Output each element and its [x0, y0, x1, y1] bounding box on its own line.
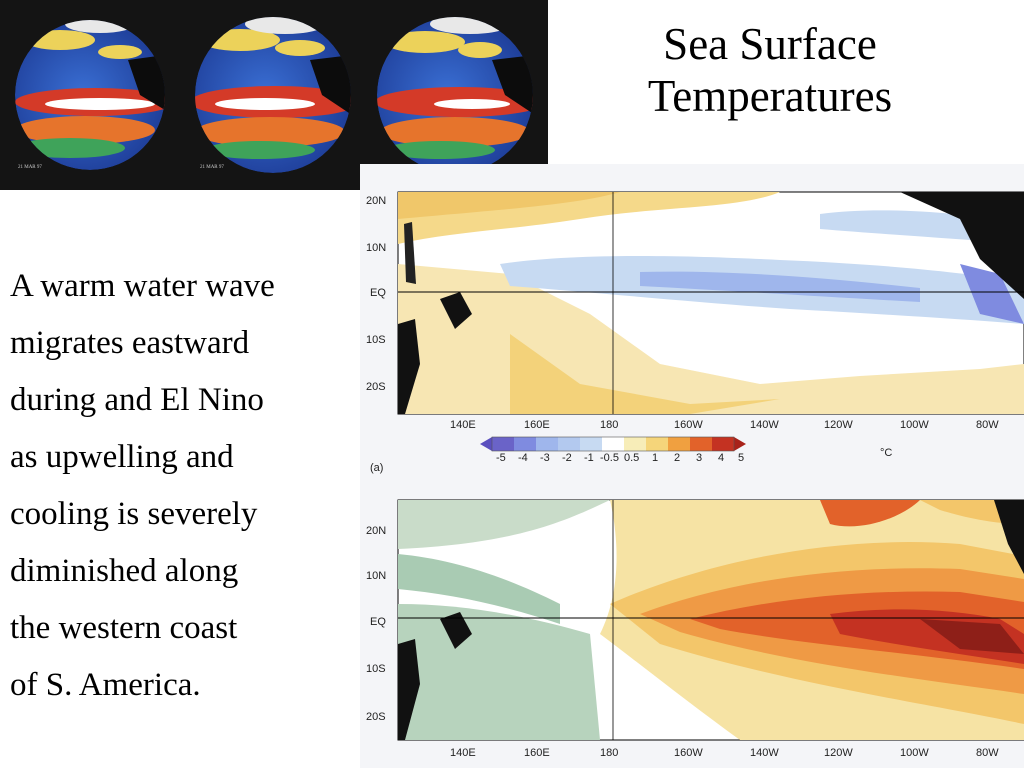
lon-label: 160E — [524, 419, 550, 431]
map-panel-b: 20N 10N EQ 10S 20S 140E 160E 180 160W 14… — [366, 499, 1024, 759]
globe-2-caption: 21 MAR 97 — [200, 165, 224, 170]
colorbar-tick: -5 — [496, 452, 506, 464]
colorbar-tick: -2 — [562, 452, 572, 464]
lat-label: 10N — [366, 242, 386, 254]
body-line: the western coast — [10, 610, 238, 646]
lat-label: EQ — [370, 616, 386, 628]
title-line: Sea Surface — [663, 19, 877, 69]
sst-maps: 20N 10N EQ 10S 20S 140E 160E 180 160W 14… — [360, 164, 1024, 768]
colorbar-tick: 0.5 — [624, 452, 639, 464]
lon-label: 140W — [750, 747, 779, 759]
lat-label: 10S — [366, 334, 386, 346]
lon-label: 180 — [600, 747, 618, 759]
colorbar-tick: -3 — [540, 452, 550, 464]
lat-label: 20S — [366, 711, 386, 723]
globes-image: 21 MAR 97 21 MAR 97 06 APR 97 — [0, 0, 548, 190]
lon-label: 100W — [900, 747, 929, 759]
colorbar-tick: 1 — [652, 452, 658, 464]
title-line: Temperatures — [647, 71, 893, 121]
body-line: of S. America. — [10, 667, 201, 703]
lat-label: 20N — [366, 195, 386, 207]
lon-label: 80W — [976, 747, 999, 759]
lon-label: 120W — [824, 747, 853, 759]
lat-label: 20S — [366, 381, 386, 393]
lon-label: 140E — [450, 419, 476, 431]
lon-label: 160W — [674, 747, 703, 759]
colorbar-tick: -0.5 — [600, 452, 619, 464]
lat-label: 10S — [366, 663, 386, 675]
body-line: diminished along — [10, 553, 239, 589]
colorbar-tick: 2 — [674, 452, 680, 464]
lat-label: EQ — [370, 287, 386, 299]
map-panel-a: 20N 10N EQ 10S 20S 140E 160E 180 160W 14… — [366, 191, 1024, 431]
lon-label: 140W — [750, 419, 779, 431]
globe-3 — [377, 17, 533, 173]
body-line: as upwelling and — [10, 439, 234, 475]
globe-1-caption: 21 MAR 97 — [18, 165, 42, 170]
body-line: during and El Nino — [10, 382, 264, 418]
colorbar-tick: -1 — [584, 452, 594, 464]
slide-body: A warm water wave migrates eastward duri… — [10, 258, 350, 714]
lon-label: 120W — [824, 419, 853, 431]
colorbar-tick: 3 — [696, 452, 702, 464]
colorbar-unit: °C — [880, 447, 892, 459]
lon-label: 180 — [600, 419, 618, 431]
lon-label: 100W — [900, 419, 929, 431]
colorbar: -5 -4 -3 -2 -1 -0.5 0.5 1 2 3 4 5 °C — [480, 436, 892, 464]
lon-label: 160E — [524, 747, 550, 759]
slide-title: Sea Surface Temperatures — [600, 18, 940, 122]
lat-label: 10N — [366, 570, 386, 582]
globe-2 — [195, 17, 351, 173]
lat-label: 20N — [366, 525, 386, 537]
colorbar-tick: 5 — [738, 452, 744, 464]
lon-label: 80W — [976, 419, 999, 431]
colorbar-tick: 4 — [718, 452, 724, 464]
lon-label: 160W — [674, 419, 703, 431]
body-line: cooling is severely — [10, 496, 258, 532]
body-line: migrates eastward — [10, 325, 250, 361]
panel-a-label: (a) — [370, 462, 383, 474]
body-line: A warm water wave — [10, 268, 275, 304]
lon-label: 140E — [450, 747, 476, 759]
colorbar-tick: -4 — [518, 452, 528, 464]
